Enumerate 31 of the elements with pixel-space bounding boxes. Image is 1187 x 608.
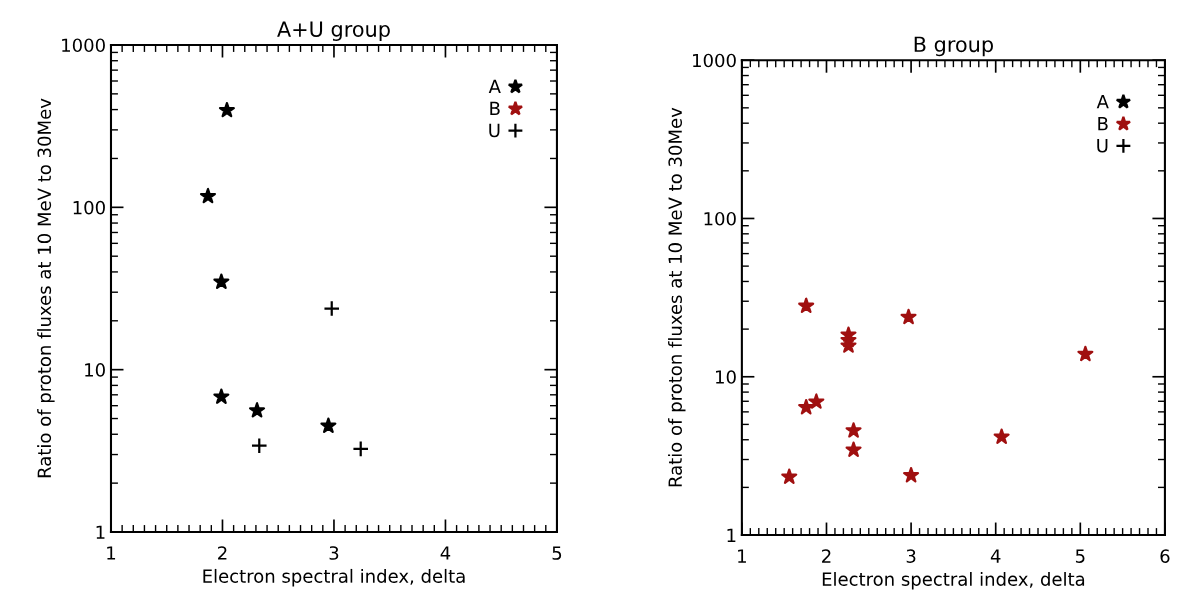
- legend-label: B: [1098, 117, 1108, 131]
- legend-label: U: [1097, 139, 1108, 153]
- x-tick-label: 1: [738, 549, 746, 563]
- x-tick-label: 2: [822, 549, 831, 563]
- y-tick-label: 1000: [693, 53, 736, 68]
- legend-label: A: [488, 79, 501, 94]
- chart-title: B group: [914, 36, 993, 57]
- x-tick-label: 4: [990, 549, 1001, 563]
- y-tick-label: 100: [73, 200, 105, 215]
- y-tick-label: 1: [727, 528, 736, 542]
- x-axis-title: Electron spectral index, delta: [203, 568, 465, 587]
- y-tick-label: 1: [96, 525, 105, 539]
- chart-title: A+U group: [277, 21, 390, 41]
- y-tick-label: 10: [85, 363, 105, 377]
- x-tick-label: 5: [1075, 549, 1085, 563]
- y-axis-title: Ratio of proton fluxes at 10 MeV to 30Mev: [668, 107, 686, 487]
- x-tick-label: 2: [218, 546, 227, 560]
- x-axis-title: Electron spectral index, delta: [822, 571, 1085, 590]
- x-tick-label: 6: [1160, 549, 1170, 563]
- y-tick-label: 100: [704, 211, 736, 226]
- x-tick-label: 3: [906, 549, 916, 563]
- x-tick-label: 4: [440, 546, 451, 560]
- y-tick-label: 1000: [62, 38, 105, 53]
- y-tick-label: 10: [716, 370, 736, 384]
- y-axis-title: Ratio of proton fluxes at 10 MeV to 30Mev: [37, 98, 55, 478]
- x-tick-label: 1: [107, 546, 116, 560]
- legend-label: B: [490, 101, 500, 116]
- x-tick-label: 5: [552, 546, 562, 560]
- legend-label: A: [1096, 95, 1109, 109]
- x-tick-label: 3: [329, 546, 339, 560]
- legend-label: U: [489, 123, 500, 138]
